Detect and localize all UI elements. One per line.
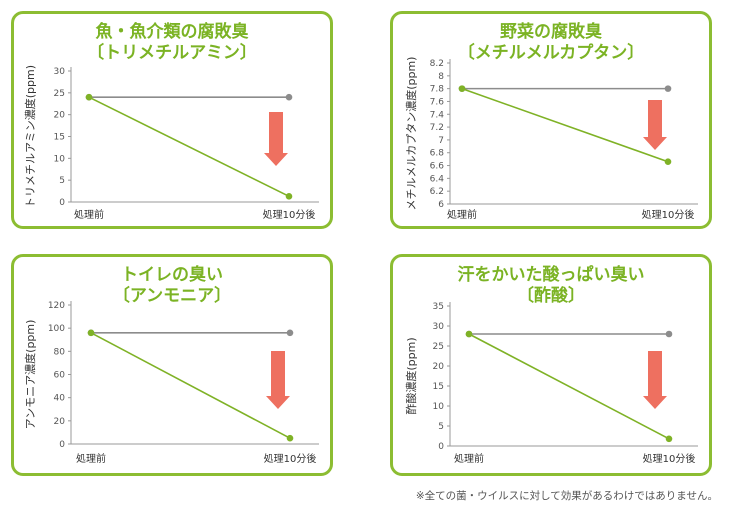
y-tick-label: 80 (54, 347, 66, 357)
y-tick-label: 20 (433, 362, 445, 372)
chart-svg: 0 5 10 15 20 25 30 35 処理前 処理10分後 酢酸濃度(ppm) (404, 302, 698, 465)
data-point-treated (85, 93, 93, 101)
y-tick-label: 5 (59, 176, 65, 186)
x-category-label: 処理前 (74, 208, 104, 221)
x-category-label: 処理10分後 (642, 208, 695, 221)
y-tick-label: 30 (54, 67, 66, 77)
y-tick-label: 7.8 (430, 85, 445, 95)
x-category-label: 処理前 (447, 208, 477, 221)
chart-panel-methyl-mercaptan: 野菜の腐敗臭 〔メチルメルカプタン〕 6 6.2 6.4 6.6 6.8 7 7.2 7.4 7… (390, 11, 712, 229)
x-category-label: 処理10分後 (264, 452, 317, 465)
y-tick-label: 0 (59, 440, 65, 450)
y-tick-label: 6 (438, 200, 444, 210)
y-tick-label: 0 (438, 442, 444, 452)
y-tick-label: 10 (54, 154, 66, 164)
y-tick-label: 6.4 (430, 174, 445, 184)
y-tick-label: 20 (54, 111, 66, 121)
chart-subtitle: 〔メチルメルカプタン〕 (457, 43, 645, 63)
chart-title: 野菜の腐敗臭 〔メチルメルカプタン〕 (393, 22, 709, 64)
series-line-treated (461, 87, 669, 163)
chart-svg: 6 6.2 6.4 6.6 6.8 7 7.2 7.4 7.6 7.8 8 8.2 処理前 処理10分後 メ… (404, 57, 698, 221)
y-tick-label: 10 (433, 402, 445, 412)
y-axis-label: トリメチルアミン濃度(ppm) (23, 65, 37, 208)
series-line-treated (90, 332, 291, 439)
y-tick-label: 120 (48, 301, 65, 311)
data-point-treated (665, 435, 673, 443)
y-tick-label: 35 (433, 302, 444, 312)
y-axis-label: アンモニア濃度(ppm) (23, 320, 37, 430)
data-point-untreated (286, 329, 294, 337)
chart-subtitle: 〔アンモニア〕 (112, 286, 232, 306)
y-tick-label: 6.6 (430, 162, 445, 172)
data-point-untreated (665, 330, 673, 338)
y-tick-label: 25 (54, 89, 65, 99)
chart-title-line1: 野菜の腐敗臭 (500, 22, 602, 42)
chart-title: 魚・魚介類の腐敗臭 〔トリメチルアミン〕 (14, 22, 330, 64)
footnote: ※全ての菌・ウイルスに対して効果があるわけではありません。 (415, 490, 718, 502)
series-line-treated (88, 96, 290, 198)
y-tick-label: 0 (59, 198, 65, 208)
y-tick-label: 6.2 (430, 187, 444, 197)
chart-svg: 0 20 40 60 80 100 120 処理前 処理10分後 アンモニア濃度(ppm) (23, 301, 319, 465)
y-tick-label: 5 (438, 422, 444, 432)
y-tick-label: 25 (433, 342, 444, 352)
series-line-treated (468, 333, 670, 440)
down-arrow-icon (643, 100, 667, 150)
y-tick-label: 20 (54, 417, 66, 427)
chart-svg: 0 5 10 15 20 25 30 処理前 処理10分後 トリメチルアミン濃度(ppm) (23, 65, 319, 221)
chart-title: トイレの臭い 〔アンモニア〕 (14, 265, 330, 307)
y-tick-label: 7.4 (430, 110, 445, 120)
y-tick-label: 8.2 (430, 59, 444, 69)
chart-title-line1: 魚・魚介類の腐敗臭 (95, 22, 249, 42)
y-tick-label: 6.8 (430, 149, 445, 159)
y-axis-label: メチルメルカプタン濃度(ppm) (404, 57, 418, 211)
y-tick-label: 30 (433, 322, 445, 332)
data-point-treated (465, 330, 473, 338)
x-category-label: 処理前 (454, 452, 484, 465)
y-axis-label: 酢酸濃度(ppm) (404, 337, 418, 414)
y-tick-label: 15 (54, 133, 65, 143)
data-point-untreated (664, 85, 672, 92)
chart-title-line1: トイレの臭い (121, 265, 223, 285)
chart-panel-trimethylamine: 魚・魚介類の腐敗臭 〔トリメチルアミン〕 0 5 10 15 20 25 30 処理前 処理10… (11, 11, 333, 229)
x-category-label: 処理10分後 (643, 452, 696, 465)
data-point-treated (286, 434, 294, 442)
y-tick-label: 100 (48, 324, 65, 334)
chart-title-line1: 汗をかいた酸っぱい臭い (457, 265, 645, 285)
y-tick-label: 60 (54, 371, 66, 381)
data-point-treated (664, 158, 672, 165)
data-point-treated (458, 85, 466, 92)
data-point-treated (87, 329, 95, 337)
x-category-label: 処理前 (76, 452, 106, 465)
y-tick-label: 7.6 (430, 97, 445, 107)
chart-panel-acetic-acid: 汗をかいた酸っぱい臭い 〔酢酸〕 0 5 10 15 20 25 30 35 処理前 処理10分後… (390, 254, 712, 476)
data-point-treated (285, 193, 293, 200)
chart-subtitle: 〔トリメチルアミン〕 (87, 43, 257, 63)
y-tick-label: 15 (433, 382, 444, 392)
y-tick-label: 7 (438, 136, 444, 146)
down-arrow-icon (266, 351, 290, 409)
down-arrow-icon (264, 112, 288, 166)
chart-subtitle: 〔酢酸〕 (517, 286, 585, 306)
chart-title: 汗をかいた酸っぱい臭い 〔酢酸〕 (393, 265, 709, 307)
down-arrow-icon (643, 351, 667, 409)
data-point-untreated (285, 93, 293, 101)
y-tick-label: 8 (438, 72, 444, 82)
y-tick-label: 7.2 (430, 123, 444, 133)
chart-panel-ammonia: トイレの臭い 〔アンモニア〕 0 20 40 60 80 100 120 処理前 処理10分後 ア… (11, 254, 333, 476)
x-category-label: 処理10分後 (263, 208, 316, 221)
y-tick-label: 40 (54, 394, 66, 404)
